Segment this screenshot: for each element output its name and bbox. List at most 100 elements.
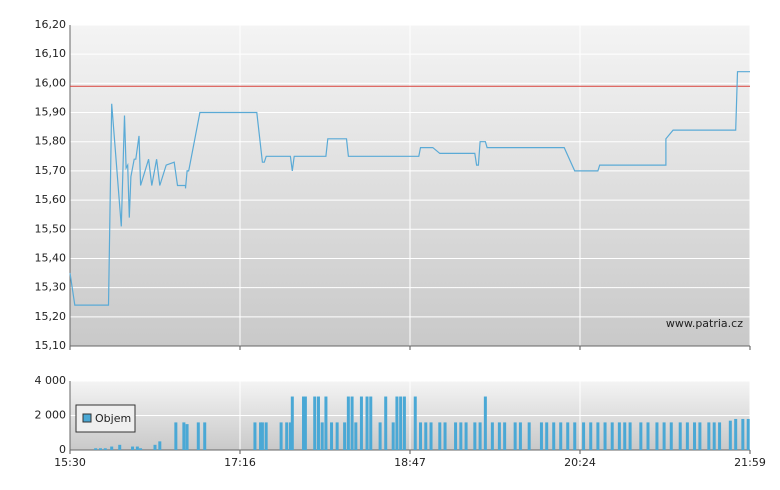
volume-bar <box>346 396 350 450</box>
watermark: www.patria.cz <box>666 317 743 330</box>
y-tick-label: 16,20 <box>35 18 67 31</box>
volume-bar <box>369 396 373 450</box>
volume-bar <box>483 396 487 450</box>
y-tick-label: 16,00 <box>35 76 67 89</box>
volume-bar <box>662 422 666 450</box>
volume-bar <box>545 422 549 450</box>
volume-bar <box>253 422 257 450</box>
volume-bar <box>728 420 732 450</box>
y-tick-label: 15,50 <box>35 222 67 235</box>
volume-bar <box>596 422 600 450</box>
volume-bar <box>259 422 263 450</box>
volume-bar <box>712 422 716 450</box>
volume-bar <box>196 422 200 450</box>
volume-bar <box>354 422 358 450</box>
volume-bar <box>290 396 294 450</box>
volume-bar <box>490 422 494 450</box>
volume-bar <box>313 396 317 450</box>
volume-bar <box>707 422 711 450</box>
volume-bar <box>734 418 738 450</box>
volume-bar <box>443 422 447 450</box>
volume-bar <box>320 422 324 450</box>
y-tick-label: 2 000 <box>35 409 67 422</box>
volume-bar <box>94 448 98 450</box>
volume-bar <box>539 422 543 450</box>
volume-bar <box>395 396 399 450</box>
volume-bar <box>559 422 563 450</box>
volume-bar <box>573 422 577 450</box>
volume-bar <box>741 418 745 450</box>
y-tick-label: 16,10 <box>35 47 67 60</box>
volume-bar <box>279 422 283 450</box>
y-tick-label: 15,90 <box>35 106 67 119</box>
volume-bar <box>391 422 395 450</box>
volume-bar <box>746 418 750 450</box>
x-tick-label: 17:16 <box>224 456 256 469</box>
y-tick-label: 0 <box>59 443 66 456</box>
volume-bar <box>478 422 482 450</box>
y-tick-label: 15,20 <box>35 310 67 323</box>
volume-bar <box>497 422 501 450</box>
volume-bar <box>610 422 614 450</box>
x-tick-label: 20:24 <box>564 456 596 469</box>
x-tick-label: 18:47 <box>394 456 426 469</box>
y-tick-label: 15,10 <box>35 339 67 352</box>
volume-bar <box>316 396 320 450</box>
volume-bar <box>513 422 517 450</box>
volume-bar <box>264 422 268 450</box>
volume-bar <box>473 422 477 450</box>
volume-bar <box>669 422 673 450</box>
volume-bar <box>110 446 114 450</box>
volume-bar <box>678 422 682 450</box>
volume-bar <box>359 396 363 450</box>
volume-bar <box>628 422 632 450</box>
volume-bar <box>589 422 593 450</box>
volume-bar <box>139 448 143 450</box>
volume-bar <box>639 422 643 450</box>
volume-bar <box>378 422 382 450</box>
volume-bar <box>566 422 570 450</box>
x-tick-label: 15:30 <box>54 456 86 469</box>
volume-bar <box>655 422 659 450</box>
volume-bar <box>438 422 442 450</box>
legend-swatch <box>82 413 92 423</box>
volume-bar <box>603 422 607 450</box>
volume-bar <box>429 422 433 450</box>
volume-bar <box>413 396 417 450</box>
volume-bar <box>365 396 369 450</box>
volume-bar <box>174 422 178 450</box>
volume-bar <box>350 396 354 450</box>
volume-bar <box>464 422 468 450</box>
y-tick-label: 15,60 <box>35 193 67 206</box>
volume-bar <box>552 422 556 450</box>
volume-bar <box>131 446 135 450</box>
y-tick-label: 15,80 <box>35 135 67 148</box>
volume-bar <box>343 422 347 450</box>
volume-bar <box>302 396 306 450</box>
y-tick-label: 15,30 <box>35 281 67 294</box>
volume-bar <box>582 422 586 450</box>
volume-bar <box>182 422 186 450</box>
volume-bar <box>153 444 157 450</box>
volume-bar <box>685 422 689 450</box>
volume-bar <box>693 422 697 450</box>
volume-bar <box>503 422 507 450</box>
volume-bar <box>623 422 627 450</box>
price-line <box>69 71 750 306</box>
volume-bar <box>98 448 102 450</box>
volume-bar <box>424 422 428 450</box>
volume-bar <box>419 422 423 450</box>
x-tick-label: 21:59 <box>734 456 766 469</box>
volume-bar <box>103 448 107 450</box>
volume-bar <box>158 441 162 450</box>
y-tick-label: 4 000 <box>35 374 67 387</box>
volume-bar <box>646 422 650 450</box>
legend-label: Objem <box>95 412 131 425</box>
volume-bar <box>518 422 522 450</box>
volume-bar <box>185 424 189 450</box>
volume-bar <box>330 422 334 450</box>
volume-bar <box>324 396 328 450</box>
volume-bar <box>399 396 403 450</box>
volume-bar <box>454 422 458 450</box>
volume-bar <box>617 422 621 450</box>
